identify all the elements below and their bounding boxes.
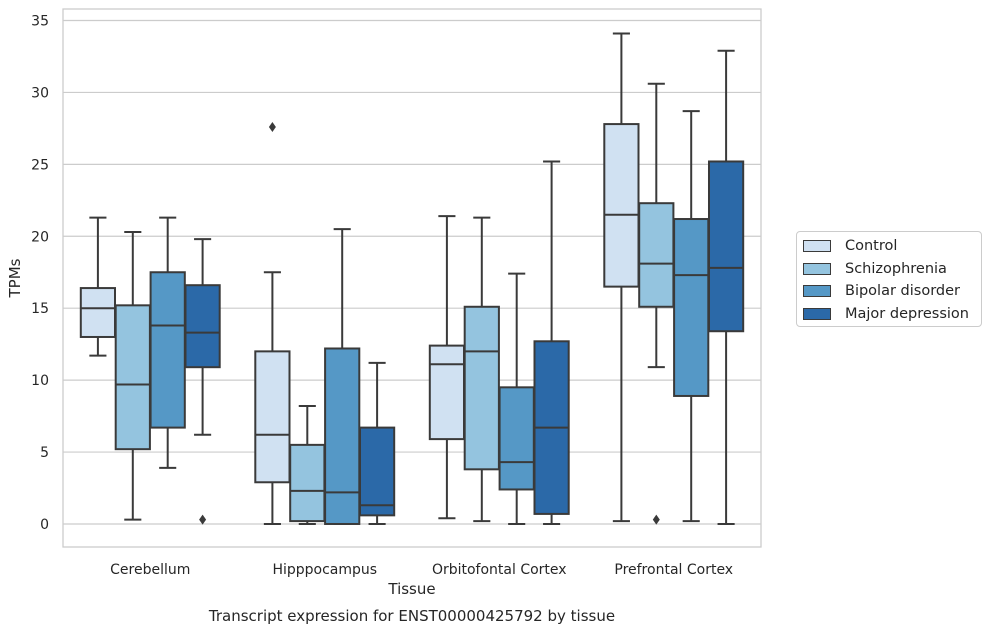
y-tick-label: 25 bbox=[31, 157, 49, 173]
box-group bbox=[149, 216, 186, 469]
box bbox=[603, 123, 640, 288]
box bbox=[638, 202, 675, 308]
box bbox=[79, 287, 117, 338]
legend-label: Schizophrenia bbox=[845, 260, 947, 277]
legend-swatch bbox=[803, 240, 831, 253]
box bbox=[324, 347, 361, 525]
box-group bbox=[358, 361, 396, 525]
legend-label: Major depression bbox=[845, 305, 969, 322]
box bbox=[707, 160, 745, 333]
legend-swatch bbox=[803, 262, 831, 275]
box bbox=[149, 271, 186, 429]
box-group bbox=[289, 405, 326, 525]
x-tick-label: Orbitofontal Cortex bbox=[432, 562, 567, 578]
legend-item: Bipolar disorder bbox=[803, 280, 981, 303]
box-group bbox=[428, 215, 466, 520]
box bbox=[498, 386, 535, 491]
y-tick-label: 20 bbox=[31, 229, 49, 245]
legend-swatch bbox=[803, 307, 831, 320]
box-group bbox=[498, 272, 535, 525]
box-group bbox=[707, 49, 745, 525]
legend-item: Schizophrenia bbox=[803, 258, 981, 281]
legend-label: Bipolar disorder bbox=[845, 283, 960, 300]
x-tick-labels: Cerebellum Hipppocampus Orbitofontal Corte… bbox=[110, 562, 733, 578]
y-tick-label: 0 bbox=[40, 517, 49, 533]
legend-swatch bbox=[803, 285, 831, 298]
box-group bbox=[254, 121, 291, 525]
box-group bbox=[184, 238, 221, 525]
box bbox=[254, 350, 291, 484]
y-tick-labels: 0 5 10 15 20 25 30 35 bbox=[31, 14, 49, 533]
box bbox=[184, 284, 221, 369]
box bbox=[673, 218, 710, 397]
y-tick-label: 30 bbox=[31, 85, 49, 101]
box-group bbox=[114, 230, 151, 521]
chart-title: Transcript expression for ENST0000042579… bbox=[208, 607, 615, 625]
outlier-point bbox=[199, 514, 207, 525]
y-tick-label: 5 bbox=[40, 445, 49, 461]
x-axis-label: Tissue bbox=[387, 580, 435, 598]
box-layer bbox=[79, 32, 745, 525]
box bbox=[358, 426, 396, 517]
y-axis-label: TPMs bbox=[6, 258, 24, 298]
y-tick-label: 15 bbox=[31, 301, 49, 317]
legend-item: Major depression bbox=[803, 303, 981, 326]
outlier-point bbox=[268, 121, 276, 132]
y-tick-label: 35 bbox=[31, 14, 49, 30]
legend-item: Control bbox=[803, 235, 981, 258]
x-tick-label: Hipppocampus bbox=[272, 562, 377, 578]
legend: Control Schizophrenia Bipolar disorder Majo… bbox=[796, 231, 982, 327]
box bbox=[428, 344, 466, 441]
box bbox=[114, 304, 151, 451]
box bbox=[289, 443, 326, 523]
box-group bbox=[463, 216, 500, 523]
x-tick-label: Prefrontal Cortex bbox=[614, 562, 733, 578]
box-group bbox=[673, 110, 710, 523]
box-group bbox=[79, 216, 117, 357]
box-group bbox=[324, 228, 361, 525]
plot-frame bbox=[62, 8, 762, 548]
legend-label: Control bbox=[845, 238, 898, 255]
box-group bbox=[638, 82, 675, 525]
box bbox=[463, 305, 500, 471]
outlier-point bbox=[652, 514, 660, 525]
y-tick-label: 10 bbox=[31, 373, 49, 389]
x-tick-label: Cerebellum bbox=[110, 562, 190, 578]
box-group bbox=[533, 160, 570, 525]
box-group bbox=[603, 32, 640, 523]
